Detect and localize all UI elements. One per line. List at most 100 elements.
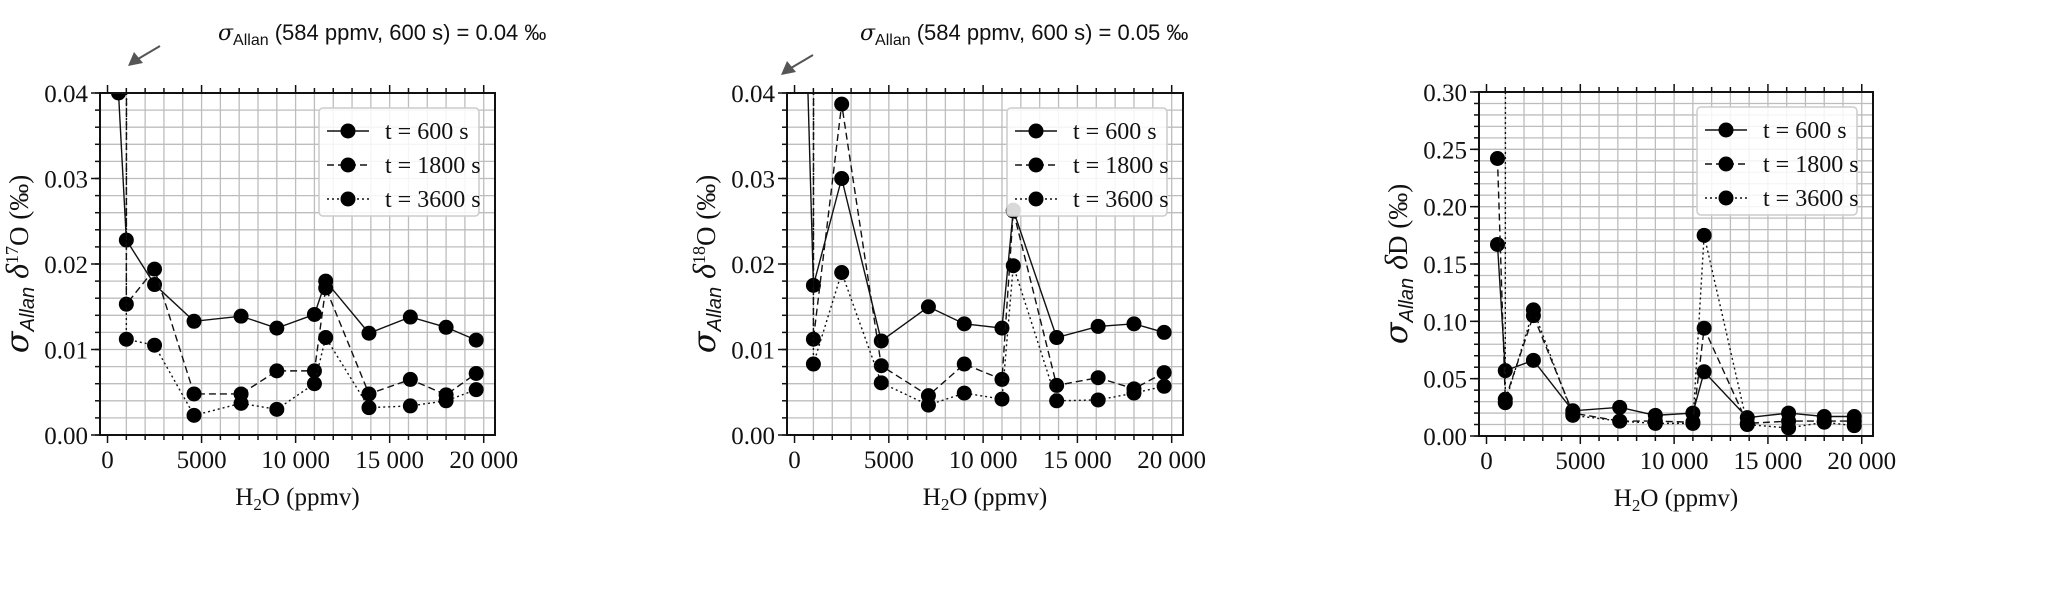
y-tick-label: 0.00 [1423, 424, 1467, 451]
data-point [873, 333, 889, 349]
x-tick-label: 15 000 [355, 447, 424, 474]
x-axis-label: H2O (ppmv) [1614, 485, 1738, 515]
data-point [994, 320, 1010, 336]
data-point [438, 319, 454, 335]
data-point [873, 358, 889, 374]
annotation-text: σAllan (584 ppmv, 600 s) = 0.04 ‰ [218, 20, 546, 49]
legend-marker [340, 191, 356, 207]
data-point [873, 375, 889, 391]
text-part: Allan [704, 287, 726, 332]
data-point [468, 382, 484, 398]
data-point [269, 363, 285, 379]
text-part: 2 [1632, 496, 1641, 515]
data-point [1612, 399, 1628, 415]
text-part: Allan [875, 32, 911, 49]
legend-box [318, 107, 480, 217]
y-tick-label: 0.10 [1423, 309, 1467, 336]
y-axis-label: σAllan δ17O (‰) [0, 175, 39, 353]
data-point [186, 313, 202, 329]
data-point [1846, 418, 1862, 434]
y-tick-label: 0.30 [1423, 80, 1467, 107]
data-point [1739, 417, 1755, 433]
annotation-arrow-shaft [137, 45, 161, 60]
annotation-text: σAllan (584 ppmv, 600 s) = 0.05 ‰ [860, 20, 1188, 49]
data-point [1005, 258, 1021, 274]
data-point [1525, 302, 1541, 318]
data-point [1696, 320, 1712, 336]
x-tick-label: 20 000 [1137, 447, 1206, 474]
data-point [805, 277, 821, 293]
text-part: 18 [689, 246, 709, 264]
legend-marker [1718, 122, 1734, 138]
legend-label: t = 1800 s [385, 153, 481, 179]
legend-label: t = 600 s [1073, 119, 1157, 145]
annotation-arrow-head [781, 61, 796, 75]
legend-box [1696, 106, 1858, 216]
y-tick-label: 0.03 [44, 167, 88, 194]
legend-label: t = 600 s [1763, 118, 1847, 144]
y-tick-label: 0.02 [44, 252, 88, 279]
x-tick-label: 15 000 [1043, 447, 1112, 474]
legend-label: t = 1800 s [1763, 152, 1859, 178]
text-part: σ [860, 21, 876, 46]
legend-box [1006, 107, 1168, 217]
text-part: Allan [233, 32, 269, 49]
text-part: Allan [1396, 278, 1418, 323]
data-point [1156, 365, 1172, 381]
y-axis-label: σAllan δ18O (‰) [685, 175, 726, 353]
data-point [1781, 420, 1797, 436]
chart-panel-2: 0 5000 10 000 15 000 20 000 0.00 0.01 0.02 0.03 0… [685, 20, 1206, 514]
legend-marker [1028, 123, 1044, 139]
data-point [269, 401, 285, 417]
x-tick-label: 5000 [177, 447, 227, 474]
data-point [118, 232, 134, 248]
legend-label: t = 3600 s [385, 187, 481, 213]
annotation-arrow-head [128, 52, 143, 66]
data-point [1156, 378, 1172, 394]
data-point [1497, 395, 1513, 411]
axes-frame [99, 92, 496, 436]
text-part: O (‰) [4, 175, 34, 246]
x-tick-label: 20 000 [449, 447, 518, 474]
y-tick-label: 0.15 [1423, 252, 1467, 279]
data-point [306, 306, 322, 322]
data-point [1489, 151, 1505, 167]
data-point [147, 261, 163, 277]
data-point [147, 337, 163, 353]
data-point [468, 332, 484, 348]
text-part: O (ppmv) [1640, 485, 1738, 512]
data-point [118, 331, 134, 347]
text-part: Allan [17, 287, 39, 332]
data-point [1090, 392, 1106, 408]
data-point [306, 363, 322, 379]
text-part: 17 [2, 246, 22, 264]
data-point [994, 371, 1010, 387]
data-point [1489, 237, 1505, 253]
data-point [147, 277, 163, 293]
data-point [111, 93, 127, 101]
x-tick-label: 10 000 [949, 447, 1018, 474]
x-tick-label: 10 000 [261, 447, 330, 474]
legend-label: t = 1800 s [1073, 153, 1169, 179]
data-point [1126, 385, 1142, 401]
text-part: H [1614, 485, 1632, 512]
data-point [233, 308, 249, 324]
text-part: 2 [253, 495, 262, 514]
y-tick-label: 0.25 [1423, 137, 1467, 164]
legend-marker [1028, 191, 1044, 207]
text-part: 2 [941, 495, 950, 514]
text-part: H [235, 484, 253, 511]
x-tick-label: 0 [101, 447, 114, 474]
text-part: δ [686, 263, 722, 287]
data-point [1090, 318, 1106, 334]
y-tick-label: 0.02 [731, 252, 775, 279]
text-part: σ [218, 21, 234, 46]
series-line-2 [1496, 158, 1855, 425]
data-point [1696, 227, 1712, 243]
y-tick-label: 0.00 [44, 423, 88, 450]
text-part: D (‰) [1383, 184, 1413, 255]
text-part: O (ppmv) [262, 484, 360, 511]
x-tick-label: 15 000 [1734, 448, 1803, 475]
data-point [956, 316, 972, 332]
data-point [361, 386, 377, 402]
